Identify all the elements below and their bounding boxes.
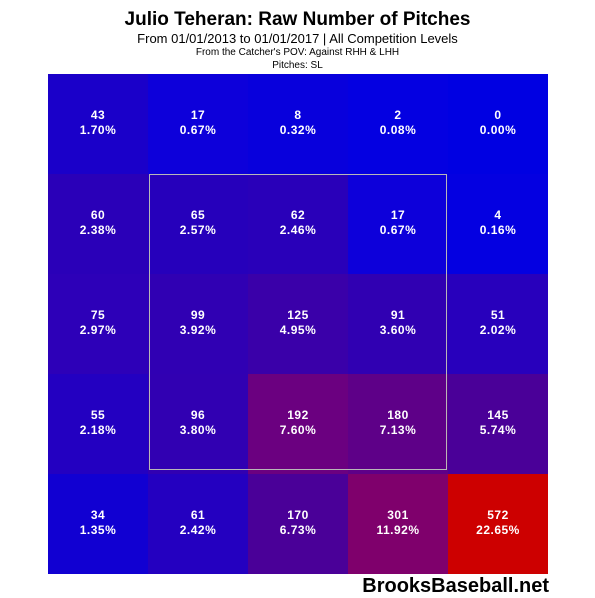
cell-count-label: 65 bbox=[190, 208, 206, 222]
cell-percent-label: 2.18% bbox=[79, 423, 117, 437]
cell-percent-label: 3.92% bbox=[179, 323, 217, 337]
heatmap-cell: 99 3.92% bbox=[148, 274, 248, 374]
cell-count-label: 192 bbox=[287, 408, 309, 422]
cell-percent-label: 0.00% bbox=[479, 123, 517, 137]
cell-percent-label: 2.38% bbox=[79, 223, 117, 237]
cell-percent-label: 0.16% bbox=[479, 223, 517, 237]
heatmap-cell: 61 2.42% bbox=[148, 474, 248, 574]
cell-percent-label: 1.35% bbox=[79, 523, 117, 537]
heatmap-cell: 34 1.35% bbox=[48, 474, 148, 574]
cell-count-label: 125 bbox=[287, 308, 309, 322]
cell-count-label: 572 bbox=[487, 508, 509, 522]
heatmap-cell: 60 2.38% bbox=[48, 174, 148, 274]
heatmap-cell: 0 0.00% bbox=[448, 74, 548, 174]
cell-percent-label: 4.95% bbox=[279, 323, 317, 337]
cell-percent-label: 11.92% bbox=[376, 523, 420, 537]
cell-count-label: 170 bbox=[287, 508, 309, 522]
cell-count-label: 60 bbox=[90, 208, 106, 222]
heatmap-cell: 145 5.74% bbox=[448, 374, 548, 474]
cell-count-label: 91 bbox=[390, 308, 406, 322]
heatmap-cell: 2 0.08% bbox=[348, 74, 448, 174]
cell-percent-label: 2.46% bbox=[279, 223, 317, 237]
cell-count-label: 17 bbox=[390, 208, 406, 222]
cell-count-label: 8 bbox=[294, 108, 302, 122]
cell-count-label: 0 bbox=[494, 108, 502, 122]
pitch-type-label: Pitches: SL bbox=[272, 60, 323, 71]
cell-count-label: 17 bbox=[190, 108, 206, 122]
heatmap-cell: 96 3.80% bbox=[148, 374, 248, 474]
heatmap-grid: 43 1.70% 17 0.67% 8 0.32% 2 0.08% 0 0.00% 60 2.38% 6… bbox=[48, 74, 548, 574]
cell-count-label: 4 bbox=[494, 208, 502, 222]
cell-percent-label: 0.32% bbox=[279, 123, 317, 137]
cell-percent-label: 0.67% bbox=[179, 123, 217, 137]
heatmap-cell: 572 22.65% bbox=[448, 474, 548, 574]
cell-count-label: 62 bbox=[290, 208, 306, 222]
cell-percent-label: 0.08% bbox=[379, 123, 417, 137]
cell-count-label: 61 bbox=[190, 508, 206, 522]
cell-count-label: 96 bbox=[190, 408, 206, 422]
heatmap-cell: 43 1.70% bbox=[48, 74, 148, 174]
cell-percent-label: 5.74% bbox=[479, 423, 517, 437]
cell-percent-label: 2.97% bbox=[79, 323, 117, 337]
heatmap-cell: 17 0.67% bbox=[348, 174, 448, 274]
cell-count-label: 180 bbox=[387, 408, 409, 422]
cell-percent-label: 2.57% bbox=[179, 223, 217, 237]
heatmap-cell: 51 2.02% bbox=[448, 274, 548, 374]
cell-count-label: 301 bbox=[387, 508, 409, 522]
heatmap-cell: 125 4.95% bbox=[248, 274, 348, 374]
cell-percent-label: 3.80% bbox=[179, 423, 217, 437]
heatmap-cell: 192 7.60% bbox=[248, 374, 348, 474]
heatmap-cell: 170 6.73% bbox=[248, 474, 348, 574]
brand-watermark: BrooksBaseball.net bbox=[362, 575, 549, 597]
cell-count-label: 99 bbox=[190, 308, 206, 322]
cell-percent-label: 2.42% bbox=[179, 523, 217, 537]
cell-percent-label: 0.67% bbox=[379, 223, 417, 237]
heatmap-cell: 65 2.57% bbox=[148, 174, 248, 274]
heatmap-cell: 62 2.46% bbox=[248, 174, 348, 274]
cell-count-label: 51 bbox=[490, 308, 506, 322]
cell-percent-label: 22.65% bbox=[476, 523, 520, 537]
cell-count-label: 75 bbox=[90, 308, 106, 322]
cell-percent-label: 7.60% bbox=[279, 423, 317, 437]
cell-percent-label: 1.70% bbox=[79, 123, 117, 137]
heatmap-cell: 91 3.60% bbox=[348, 274, 448, 374]
chart-subtitle: From 01/01/2013 to 01/01/2017 | All Comp… bbox=[137, 31, 458, 46]
heatmap-cell: 75 2.97% bbox=[48, 274, 148, 374]
cell-percent-label: 6.73% bbox=[279, 523, 317, 537]
heatmap-cell: 4 0.16% bbox=[448, 174, 548, 274]
cell-percent-label: 2.02% bbox=[479, 323, 517, 337]
heatmap-cell: 180 7.13% bbox=[348, 374, 448, 474]
cell-count-label: 2 bbox=[394, 108, 402, 122]
cell-count-label: 55 bbox=[90, 408, 106, 422]
heatmap-cell: 17 0.67% bbox=[148, 74, 248, 174]
cell-percent-label: 7.13% bbox=[379, 423, 417, 437]
heatmap-cell: 8 0.32% bbox=[248, 74, 348, 174]
heatmap-cell: 301 11.92% bbox=[348, 474, 448, 574]
chart-title: Julio Teheran: Raw Number of Pitches bbox=[124, 9, 471, 30]
cell-count-label: 43 bbox=[90, 108, 106, 122]
heatmap-cell: 55 2.18% bbox=[48, 374, 148, 474]
pov-label: From the Catcher's POV: Against RHH & LH… bbox=[195, 47, 400, 58]
cell-count-label: 145 bbox=[487, 408, 509, 422]
cell-count-label: 34 bbox=[90, 508, 106, 522]
cell-percent-label: 3.60% bbox=[379, 323, 417, 337]
